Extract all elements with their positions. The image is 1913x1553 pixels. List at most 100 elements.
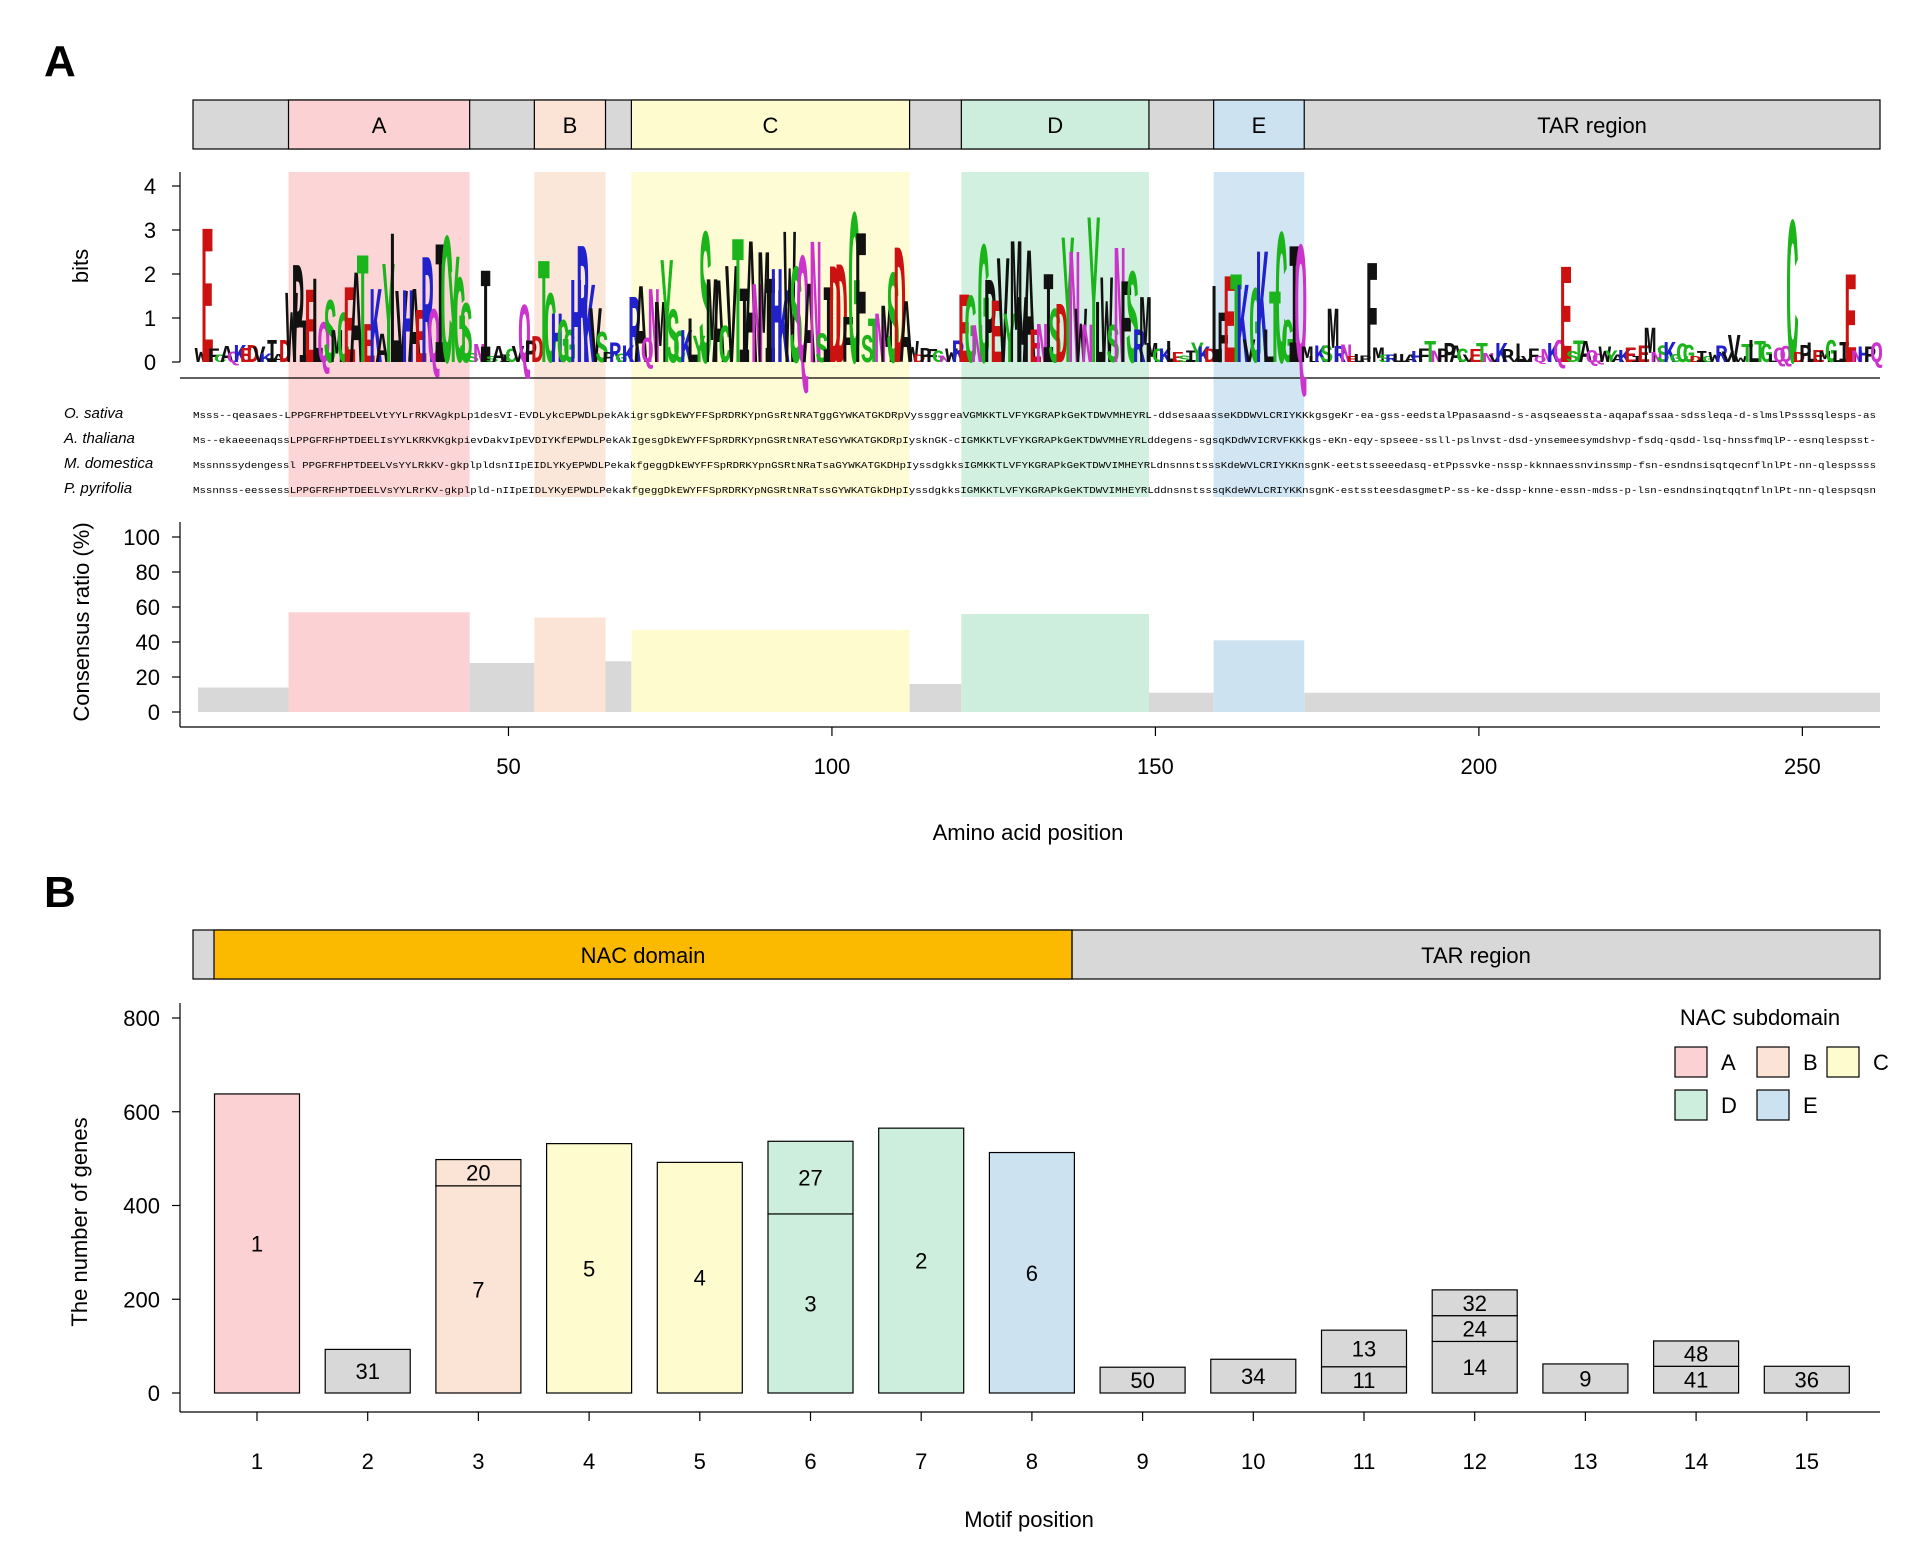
panel-a-domain-track: TAR region A B C D E <box>192 99 1881 150</box>
svg-text:A: A <box>1579 336 1592 371</box>
svg-text:N: N <box>1482 351 1495 367</box>
logo-letter: L <box>686 307 699 382</box>
logo-letter: N <box>1113 219 1126 416</box>
svg-text:F: F <box>1366 239 1379 408</box>
logo-letter: K <box>583 266 596 398</box>
bar-segment-label: 27 <box>798 1166 822 1191</box>
logo-letter: T <box>1269 275 1282 396</box>
legend-label-e: E <box>1803 1093 1818 1118</box>
svg-text:K: K <box>622 341 635 369</box>
svg-text:H: H <box>570 259 583 400</box>
logo-letter: N <box>1540 346 1553 368</box>
logo-letter: L <box>1353 353 1366 366</box>
logo-letter: Y <box>1087 179 1100 428</box>
consensus-y-label: Consensus ratio (%) <box>69 522 94 721</box>
svg-text:A: A <box>635 266 648 397</box>
logo-letter: L <box>1514 341 1527 371</box>
svg-text:L: L <box>1398 353 1411 366</box>
logo-letter: I <box>266 336 279 373</box>
logo-letter: V <box>1463 353 1477 366</box>
logo-letter: T <box>732 207 745 418</box>
bar-x-tick: 11 <box>1353 1449 1376 1474</box>
svg-text:T: T <box>1476 338 1489 371</box>
svg-text:H: H <box>402 273 415 395</box>
svg-text:I: I <box>764 259 777 401</box>
svg-text:K: K <box>1663 336 1676 371</box>
logo-letter: Y <box>1062 206 1075 420</box>
svg-text:L: L <box>686 307 699 382</box>
svg-text:M: M <box>1139 282 1152 393</box>
svg-text:I: I <box>1288 216 1301 415</box>
svg-text:R: R <box>952 336 965 373</box>
logo-letter: E <box>1560 242 1573 406</box>
logo-letter: Q <box>1592 352 1605 367</box>
svg-text:C: C <box>544 276 557 394</box>
bar-y-tick: 600 <box>123 1100 160 1125</box>
logo-letter: L <box>1398 353 1411 366</box>
logo-letter: H <box>402 273 415 395</box>
logo-letter: P <box>1501 347 1514 369</box>
logo-letter: I <box>822 269 835 397</box>
logo-letter: K <box>622 341 635 369</box>
logo-letter: Q <box>318 311 331 380</box>
svg-text:E: E <box>990 286 1003 391</box>
motif-bar-chart: The number of genes Motif position 0 200 4… <box>67 1003 1880 1532</box>
svg-text:Y: Y <box>1605 347 1618 367</box>
logo-letter: S <box>816 328 829 376</box>
logo-y-tick: 1 <box>144 306 156 331</box>
logo-letter: I <box>434 215 447 417</box>
logo-letter: S <box>887 252 900 404</box>
svg-text:W: W <box>945 346 958 369</box>
svg-text:S: S <box>1107 316 1120 379</box>
logo-letter: R <box>609 338 622 371</box>
logo-letter: R <box>1385 354 1398 366</box>
svg-text:E: E <box>240 345 253 369</box>
logo-letter: G <box>1825 336 1838 373</box>
consensus-y-tick: 20 <box>136 665 160 690</box>
svg-text:F: F <box>1417 346 1430 369</box>
svg-text:S: S <box>466 351 479 367</box>
bar-segment <box>1652 1340 1740 1367</box>
svg-text:Q: Q <box>641 331 654 373</box>
svg-text:S: S <box>486 355 499 365</box>
svg-text:M: M <box>706 257 719 399</box>
bar-segment <box>1431 1340 1518 1394</box>
svg-text:M: M <box>1372 343 1385 369</box>
bar-segment-label: 48 <box>1684 1342 1708 1367</box>
logo-letter: E <box>1346 355 1359 365</box>
svg-text:T: T <box>1741 341 1754 371</box>
logo-letter: E <box>1812 346 1825 368</box>
svg-text:C: C <box>719 317 732 379</box>
svg-text:W: W <box>906 337 919 372</box>
logo-letter: K <box>1197 343 1210 369</box>
logo-letter: Y <box>1191 338 1204 372</box>
consensus-bar <box>631 629 910 712</box>
svg-text:E: E <box>1172 350 1185 367</box>
logo-letter: W <box>1100 256 1113 401</box>
logo-letter: G <box>1670 353 1683 366</box>
aligned-sequence: Mssnnssydengessl PPGFRFHPTDEELVsYYLRkKV-… <box>193 460 1876 471</box>
logo-letter: Y <box>447 230 460 411</box>
svg-text:V: V <box>1728 328 1741 374</box>
logo-letter: S <box>1379 353 1392 365</box>
logo-letter: P <box>1437 346 1450 369</box>
panel-b-domain-track: NAC domain TAR region <box>192 929 1881 980</box>
svg-text:Q: Q <box>1592 352 1605 367</box>
subdomain-box-a <box>287 99 471 150</box>
logo-letter: M <box>1010 210 1023 418</box>
logo-letter: S <box>596 325 609 376</box>
svg-text:N: N <box>1650 351 1663 367</box>
logo-letter: S <box>1178 353 1191 365</box>
svg-text:A: A <box>1404 353 1418 366</box>
logo-letter: W <box>783 199 796 423</box>
svg-text:L: L <box>1747 336 1760 373</box>
logo-letter: H <box>1857 343 1870 369</box>
subdomain-column-d <box>961 172 1149 497</box>
logo-letter: Q <box>227 348 240 367</box>
logo-letter: G <box>453 257 466 401</box>
logo-y-axis: bits 0 1 2 3 4 <box>68 172 181 375</box>
svg-text:L: L <box>1307 355 1320 365</box>
logo-letter: R <box>1333 342 1346 370</box>
svg-text:M: M <box>330 323 343 377</box>
svg-text:G: G <box>1282 311 1295 382</box>
